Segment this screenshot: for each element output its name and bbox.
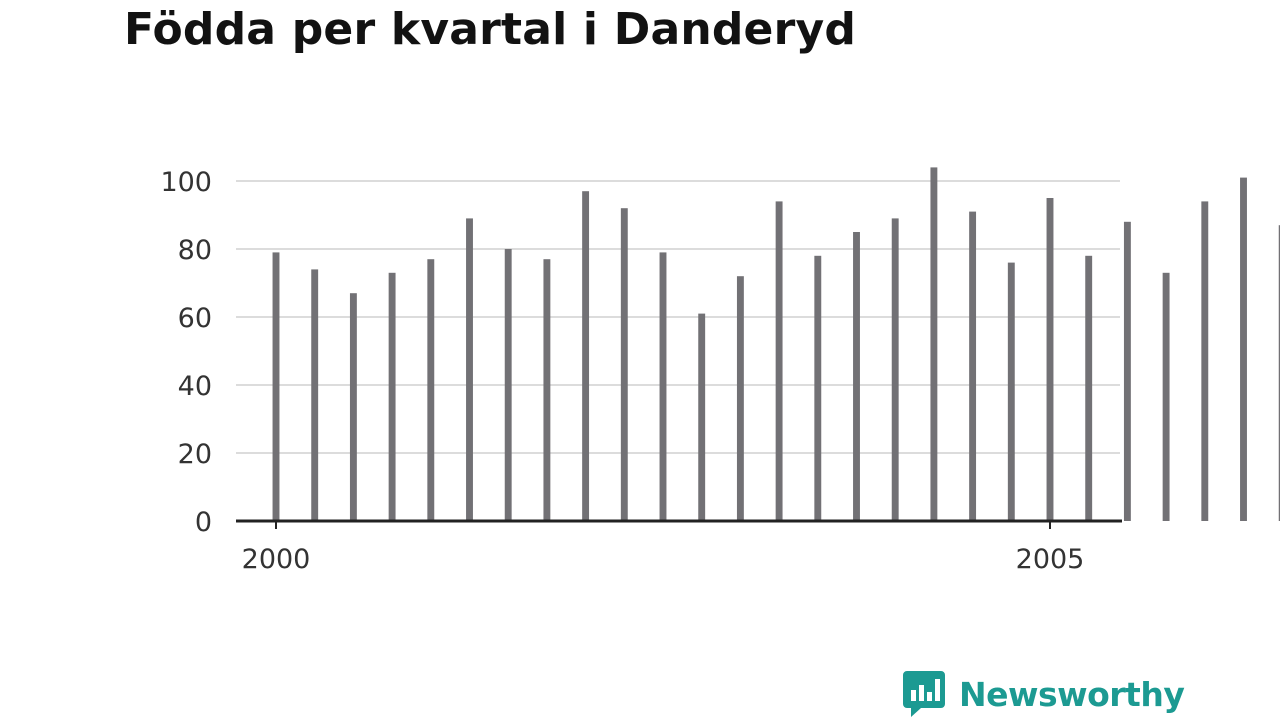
bar <box>853 232 860 521</box>
bar <box>466 218 473 521</box>
bar <box>969 211 977 521</box>
bar <box>1007 262 1015 521</box>
axes <box>236 519 1122 529</box>
bar <box>698 313 706 521</box>
bar <box>930 167 938 521</box>
bars <box>272 167 1280 522</box>
bar <box>1162 272 1170 521</box>
bar <box>814 255 822 522</box>
bar <box>1085 255 1093 522</box>
y-tick-label: 0 <box>195 507 212 538</box>
bar <box>1201 201 1209 521</box>
y-tick-label: 40 <box>178 371 212 402</box>
bar <box>272 252 280 521</box>
y-tick-label: 100 <box>160 167 212 198</box>
y-tick-label: 20 <box>178 439 212 470</box>
bar <box>543 259 551 521</box>
bar <box>311 269 319 521</box>
page-title: Födda per kvartal i Danderyd <box>124 4 857 55</box>
x-tick-label: 2000 <box>242 544 311 575</box>
bar <box>388 272 396 521</box>
bar-chart-speech-bubble-icon <box>903 671 945 717</box>
x-tick-label: 2005 <box>1016 544 1085 575</box>
bar <box>1240 177 1247 521</box>
bar <box>349 293 357 521</box>
bar <box>1046 198 1054 521</box>
bar <box>1278 225 1280 521</box>
bar <box>582 191 590 521</box>
bar <box>891 218 899 521</box>
bar <box>736 276 744 521</box>
grid-lines <box>236 180 1120 454</box>
bar <box>620 208 628 521</box>
bar <box>775 201 783 521</box>
y-tick-label: 80 <box>178 235 212 266</box>
bar <box>427 259 435 521</box>
labels: 02040608010020002005201020152020202555 <box>160 167 1085 575</box>
bar <box>1123 221 1131 522</box>
y-tick-label: 60 <box>178 303 212 334</box>
brand-name: Newsworthy <box>959 674 1185 714</box>
bar <box>659 252 667 521</box>
newsworthy-logo[interactable]: Newsworthy <box>903 671 1185 717</box>
bar <box>504 249 512 521</box>
